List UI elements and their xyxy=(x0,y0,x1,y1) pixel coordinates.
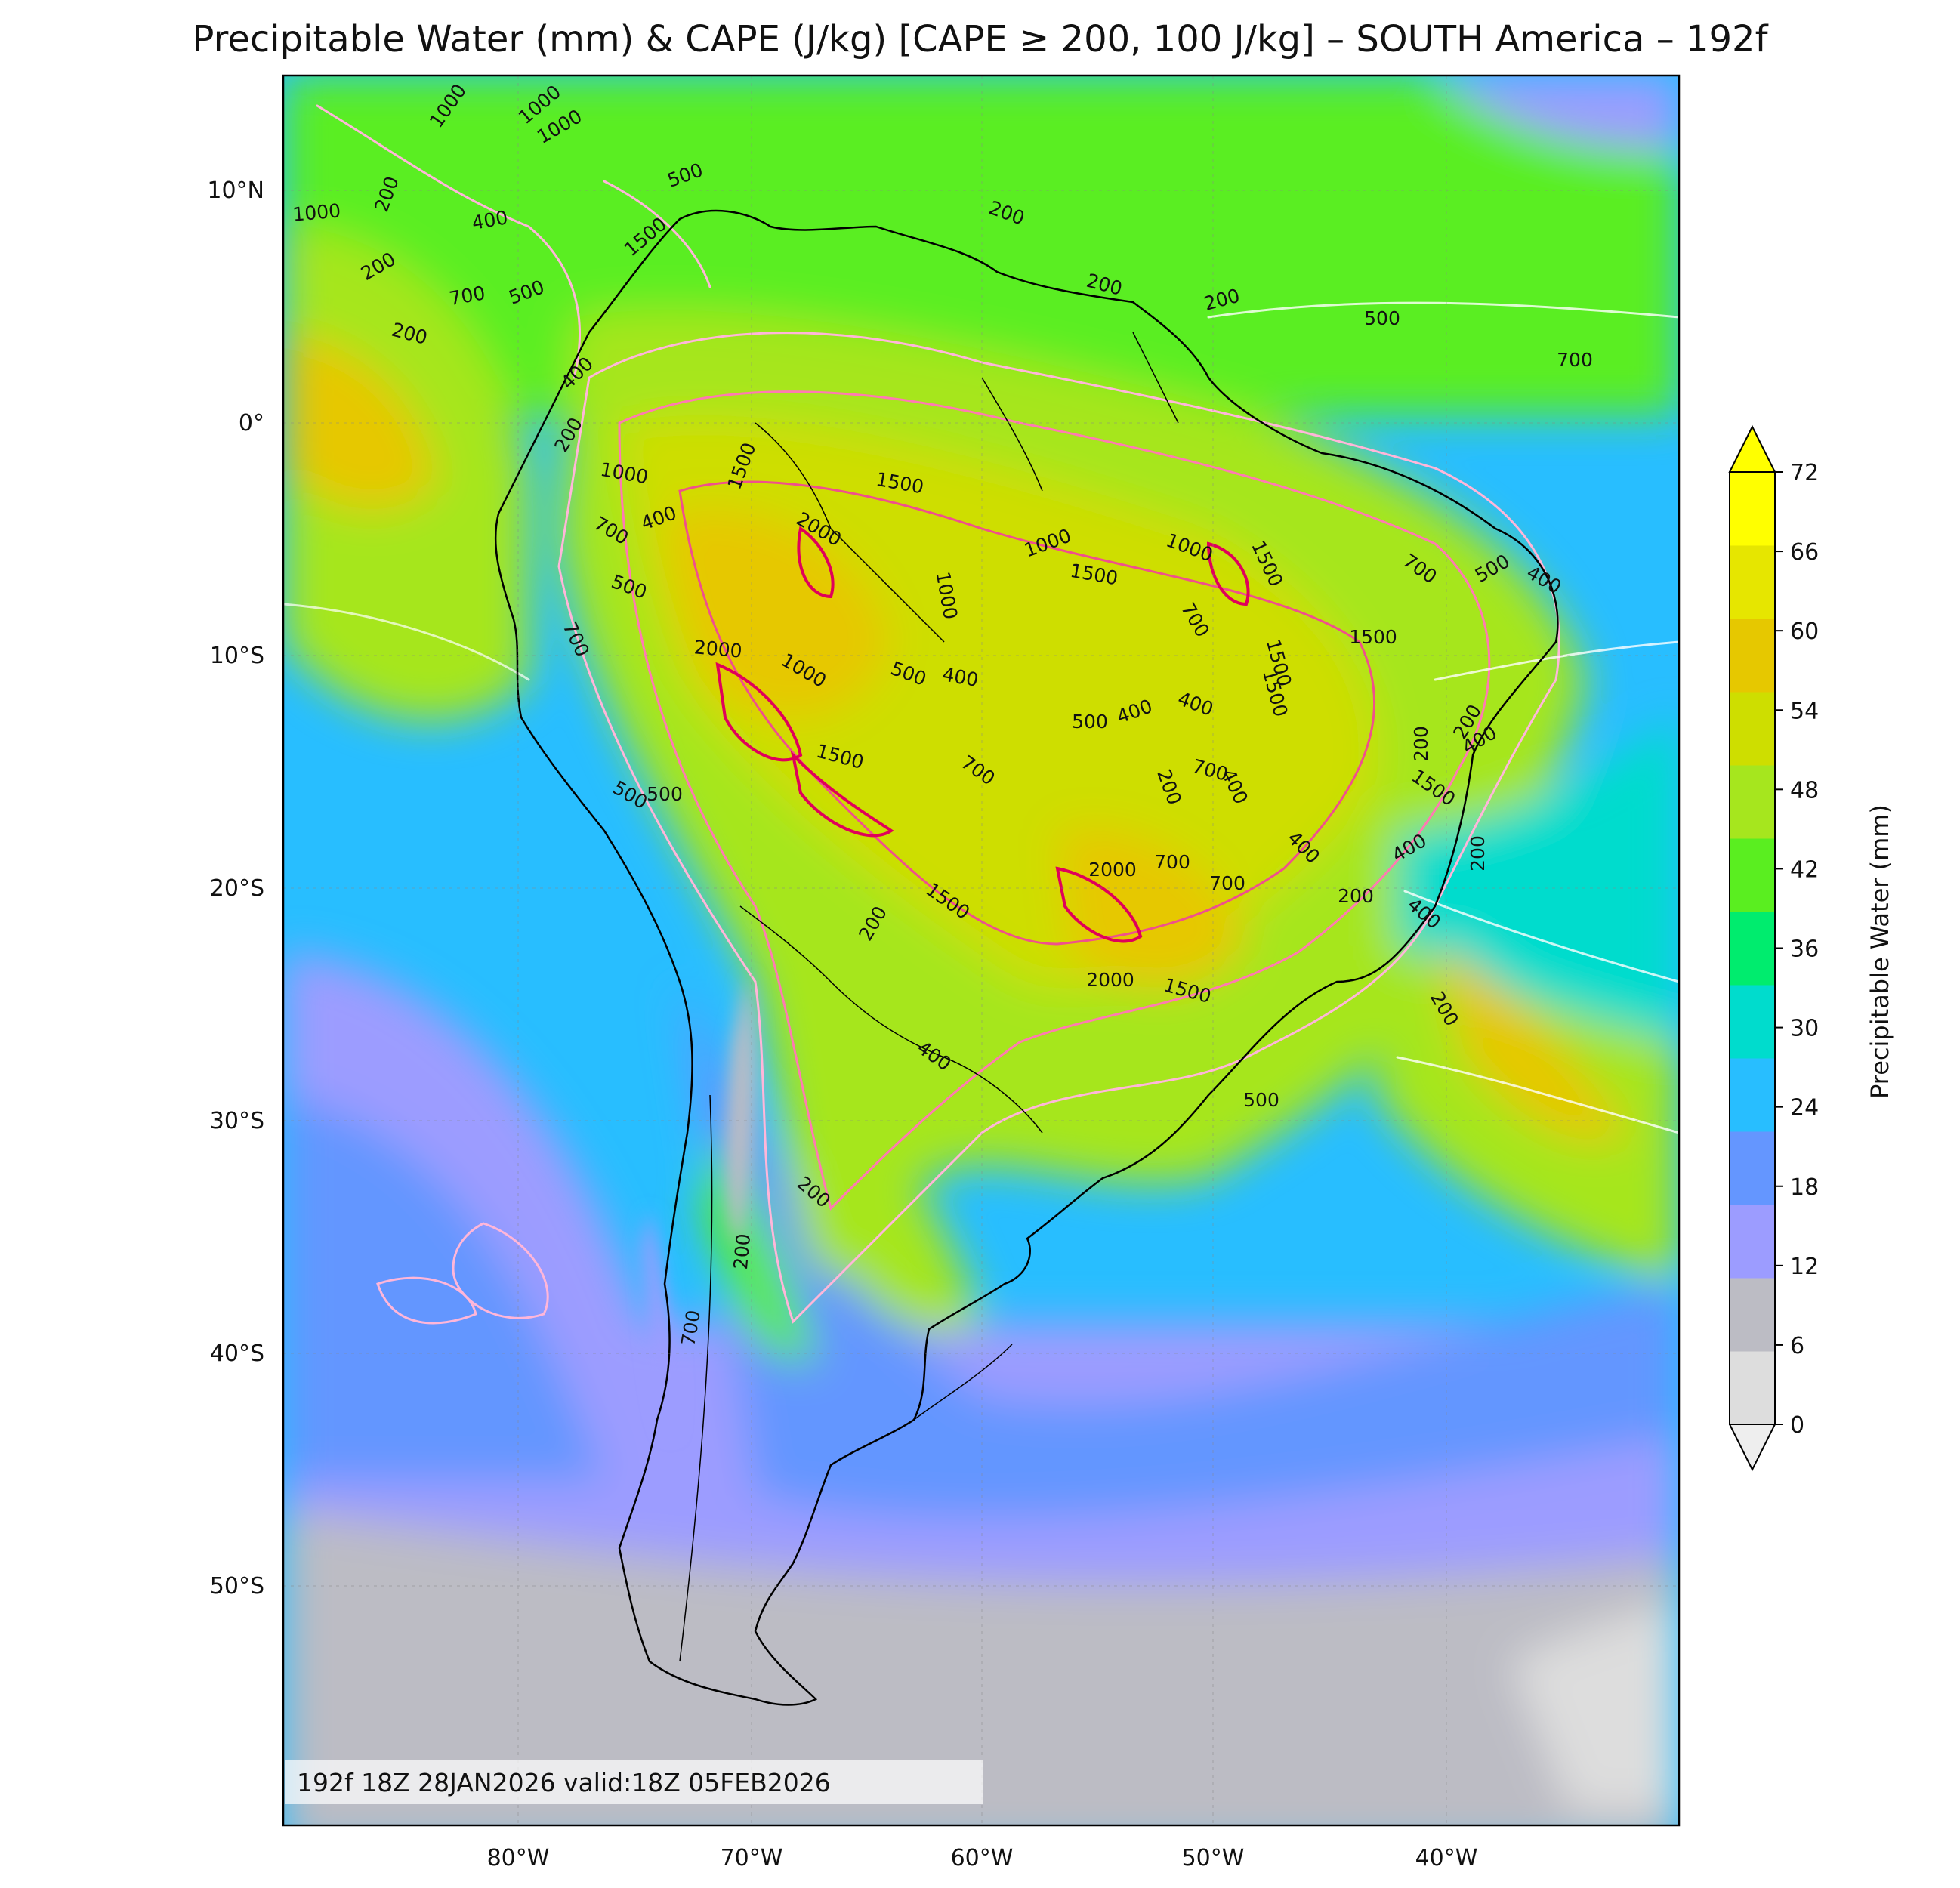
lat-tick-label: 40°S xyxy=(210,1340,264,1367)
coastlines xyxy=(494,209,1559,1706)
timestamp: 192f 18Z 28JAN2026 valid:18Z 05FEB2026 xyxy=(297,1768,831,1797)
graticule xyxy=(283,76,1679,1825)
cape-contour-label: 500 xyxy=(1243,1089,1279,1111)
colorbar-tick-label: 60 xyxy=(1790,619,1819,645)
precipitable-water-field xyxy=(283,76,1679,1825)
cape-contour-label: 1500 xyxy=(1349,626,1397,648)
lat-tick-label: 30°S xyxy=(210,1108,264,1134)
map-frame xyxy=(282,74,1681,1827)
lon-tick-label: 80°W xyxy=(487,1845,550,1871)
colorbar-segment xyxy=(1730,1351,1775,1425)
colorbar-tick-label: 6 xyxy=(1790,1333,1804,1359)
colorbar-over-arrow xyxy=(1728,424,1776,473)
lon-tick-label: 50°W xyxy=(1182,1845,1245,1871)
cape-contour-label: 2000 xyxy=(1086,969,1134,991)
cape-contour-label: 700 xyxy=(1209,872,1245,894)
colorbar-segment xyxy=(1730,472,1775,546)
lon-tick-labels: 80°W 70°W 60°W 50°W 40°W xyxy=(487,1845,1478,1871)
colorbar-under-arrow xyxy=(1728,1424,1776,1472)
colorbar-tick-label: 42 xyxy=(1790,856,1819,883)
cape-contour-label: 200 xyxy=(1467,835,1489,872)
colorbar-tick-label: 48 xyxy=(1790,777,1819,804)
colorbar-tick-label: 54 xyxy=(1790,698,1819,724)
colorbar-segment xyxy=(1730,545,1775,619)
colorbar-segment xyxy=(1730,985,1775,1059)
cape-contour-label: 1000 xyxy=(292,199,341,225)
lat-tick-label: 20°S xyxy=(210,875,264,902)
cape-contour-label: 500 xyxy=(1072,711,1108,733)
colorbar-segment xyxy=(1730,838,1775,912)
lat-tick-label: 0° xyxy=(239,410,264,437)
colorbar: 0 6 12 18 24 30 36 42 48 54 60 66 72 xyxy=(1728,424,1819,1472)
lat-tick-label: 10°S xyxy=(210,643,264,669)
cape-contour-label: 200 xyxy=(1410,726,1432,762)
colorbar-segment xyxy=(1730,1205,1775,1279)
colorbar-tick-label: 12 xyxy=(1790,1254,1819,1280)
cape-contour-label: 700 xyxy=(1154,851,1190,873)
lat-tick-labels: 10°N 0° 10°S 20°S 30°S 40°S 50°S xyxy=(207,177,264,1600)
colorbar-tick-label: 30 xyxy=(1790,1016,1819,1042)
colorbar-segment xyxy=(1730,692,1775,766)
cape-contour-label: 500 xyxy=(1364,307,1400,329)
timestamp-box xyxy=(285,1760,983,1804)
colorbar-label: Precipitable Water (mm) xyxy=(1866,804,1894,1099)
colorbar-tick-label: 18 xyxy=(1790,1174,1819,1201)
map-title: Precipitable Water (mm) & CAPE (J/kg) [C… xyxy=(192,18,1768,60)
lon-tick-label: 60°W xyxy=(951,1845,1014,1871)
lat-tick-label: 10°N xyxy=(207,177,264,204)
lon-tick-label: 40°W xyxy=(1415,1845,1478,1871)
cape-contour-label: 2000 xyxy=(1088,859,1137,881)
cape-contour-label: 700 xyxy=(1557,349,1593,371)
colorbar-tick-label: 66 xyxy=(1790,539,1819,566)
colorbar-tick-label: 24 xyxy=(1790,1095,1819,1121)
lon-tick-label: 70°W xyxy=(721,1845,783,1871)
colorbar-tick-label: 72 xyxy=(1790,460,1819,486)
colorbar-segment xyxy=(1730,1058,1775,1132)
colorbar-segment xyxy=(1730,1278,1775,1352)
colorbar-segment xyxy=(1730,619,1775,693)
cape-contour-label: 500 xyxy=(647,783,683,805)
colorbar-segment xyxy=(1730,912,1775,986)
cape-contour-label: 200 xyxy=(730,1232,755,1270)
colorbar-tick-label: 0 xyxy=(1790,1412,1804,1439)
cape-contour-label: 2000 xyxy=(693,636,743,662)
lat-tick-label: 50°S xyxy=(210,1573,264,1600)
colorbar-tick-label: 36 xyxy=(1790,936,1819,963)
colorbar-segment xyxy=(1730,1131,1775,1205)
colorbar-segment xyxy=(1730,765,1775,839)
cape-contour-label: 200 xyxy=(1338,885,1374,907)
